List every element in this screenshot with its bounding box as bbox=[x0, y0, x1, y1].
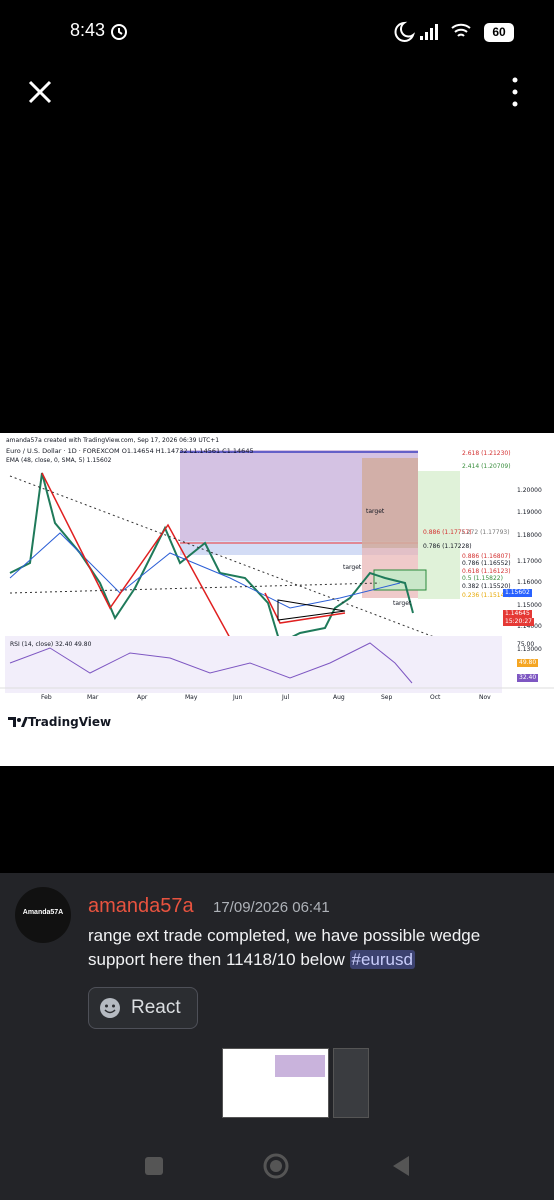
price-label: 1.17000 bbox=[517, 558, 542, 565]
fib-label: 1.272 (1.17793) bbox=[461, 529, 510, 536]
fib-label: 0.786 (1.17228) bbox=[423, 543, 472, 550]
battery: 60 bbox=[484, 23, 514, 42]
tradingview-logo: TradingView bbox=[28, 715, 112, 729]
chart-text-layer: amanda57a created with TradingView.com, … bbox=[0, 433, 554, 766]
fib-label: 0.886 (1.17757) bbox=[423, 529, 472, 536]
status-icons bbox=[394, 21, 471, 42]
home-button[interactable] bbox=[263, 1153, 289, 1179]
fib-label: 2.618 (1.21230) bbox=[462, 450, 511, 457]
month-label: Aug bbox=[333, 694, 345, 701]
chart-image bbox=[0, 433, 554, 766]
month-label: Nov bbox=[479, 694, 491, 701]
rsi-label: RSI (14, close) 32.40 49.80 bbox=[10, 641, 92, 648]
price-label: 1.14000 bbox=[517, 623, 542, 630]
back-button[interactable] bbox=[393, 1156, 409, 1176]
message-text: support here then 11418/10 below #eurusd bbox=[88, 950, 415, 970]
react-button[interactable]: React bbox=[88, 987, 198, 1029]
timestamp: 17/09/2026 06:41 bbox=[213, 899, 330, 916]
fib-label: 2.414 (1.20709) bbox=[462, 463, 511, 470]
fib-label: 0.382 (1.15520) bbox=[462, 583, 511, 590]
month-label: Jul bbox=[282, 694, 290, 701]
fib-label: 0.786 (1.16552) bbox=[462, 560, 511, 567]
fib-label: 0.618 (1.16123) bbox=[462, 568, 511, 575]
recents-button[interactable] bbox=[145, 1157, 163, 1175]
message-text: range ext trade completed, we have possi… bbox=[88, 926, 481, 945]
price-label: 1.15000 bbox=[517, 602, 542, 609]
target-label: target bbox=[393, 600, 412, 607]
month-label: Mar bbox=[87, 694, 99, 701]
chart-header: EMA (48, close, 0, SMA, 5) 1.15602 bbox=[6, 457, 112, 464]
chart-header: Euro / U.S. Dollar · 1D · FOREXCOM O1.14… bbox=[6, 447, 254, 455]
target-label: target bbox=[366, 508, 385, 515]
last-price-tag: 1.14645 bbox=[503, 610, 532, 618]
fib-label: 0.5 (1.15822) bbox=[462, 575, 503, 582]
nav-bar bbox=[145, 1153, 409, 1179]
thumbnail[interactable] bbox=[222, 1048, 329, 1118]
price-label: 1.16000 bbox=[517, 579, 542, 586]
month-label: May bbox=[185, 694, 198, 701]
emoji-icon bbox=[100, 998, 120, 1018]
price-label: 1.13000 bbox=[517, 646, 542, 653]
rsi-level: 75.00 bbox=[517, 641, 535, 648]
target-label: target bbox=[343, 564, 362, 571]
close-button[interactable] bbox=[26, 78, 54, 106]
alarm-icon bbox=[111, 24, 127, 40]
rsi-level: 32.40 bbox=[517, 674, 539, 682]
price-label: 1.19000 bbox=[517, 509, 542, 516]
hashtag[interactable]: #eurusd bbox=[349, 950, 415, 969]
message-text: support here then 11418/10 below bbox=[88, 950, 345, 969]
fib-label: 0.886 (1.16807) bbox=[462, 553, 511, 560]
thumbnail[interactable] bbox=[333, 1048, 369, 1118]
message-panel bbox=[0, 873, 554, 1200]
author-name[interactable]: amanda57a bbox=[88, 895, 194, 917]
month-label: Sep bbox=[381, 694, 393, 701]
month-label: Apr bbox=[137, 694, 148, 701]
more-button[interactable] bbox=[505, 76, 525, 108]
chart-header: amanda57a created with TradingView.com, … bbox=[6, 437, 220, 444]
rsi-level: 49.80 bbox=[517, 659, 539, 667]
avatar[interactable]: Amanda57A bbox=[15, 887, 71, 943]
month-label: Jun bbox=[233, 694, 243, 701]
ema-price-tag: 1.15602 bbox=[503, 589, 532, 597]
react-label: React bbox=[131, 997, 181, 1018]
countdown-tag: 15:20:27 bbox=[503, 618, 534, 626]
avatar-label: Amanda57A bbox=[22, 909, 64, 916]
price-label: 1.20000 bbox=[517, 487, 542, 494]
price-label: 1.18000 bbox=[517, 532, 542, 539]
status-time: 8:43 bbox=[70, 20, 106, 40]
month-label: Oct bbox=[430, 694, 441, 701]
fib-label: 0.236 (1.15148) bbox=[462, 592, 511, 599]
month-label: Feb bbox=[41, 694, 52, 701]
tradingview-logo-mark bbox=[8, 717, 28, 727]
